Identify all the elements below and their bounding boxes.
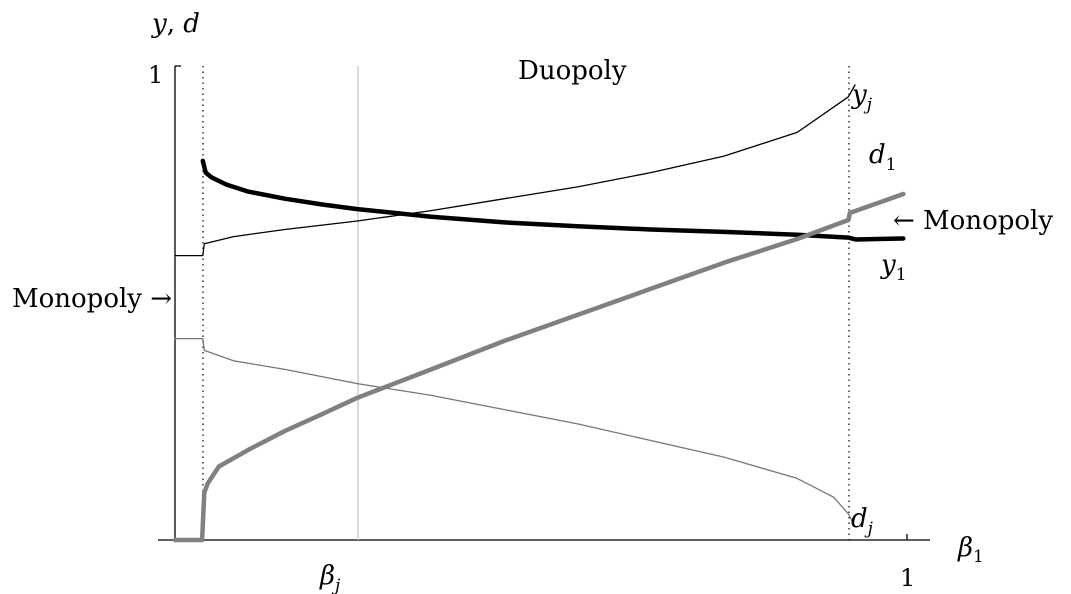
- axes: [158, 65, 930, 541]
- series-d1: [172, 191, 906, 543]
- series-dj: [174, 337, 853, 522]
- monopoly-right-label: ← Monopoly: [893, 206, 1053, 236]
- series-label-d1: d1: [869, 140, 896, 175]
- duopoly-label: Duopoly: [518, 56, 627, 86]
- beta-j-label: βj: [319, 561, 341, 594]
- x-tick-label-1: 1: [900, 564, 915, 592]
- guides: [202, 66, 850, 540]
- series-label-yj: yj: [851, 80, 873, 115]
- series-label-dj: dj: [851, 504, 874, 539]
- y-axis-label: y, d: [151, 9, 200, 39]
- series-yj: [174, 84, 856, 257]
- series-layer: [172, 84, 906, 543]
- series-label-y1: y1: [880, 250, 907, 285]
- series-y1: [200, 158, 906, 242]
- y-tick-label-1: 1: [148, 61, 163, 89]
- x-axis-label: β1: [957, 533, 984, 567]
- monopoly-left-label: Monopoly →: [12, 284, 172, 314]
